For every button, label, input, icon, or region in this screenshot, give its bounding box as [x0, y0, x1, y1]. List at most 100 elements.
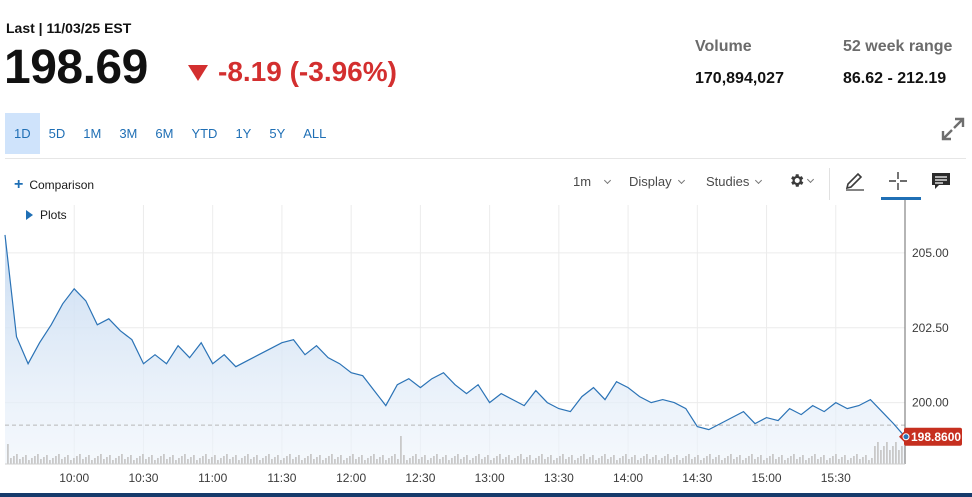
- volume-bar: [181, 456, 183, 464]
- volume-value: 170,894,027: [695, 70, 784, 87]
- volume-bar: [400, 436, 402, 464]
- pencil-icon[interactable]: [843, 170, 867, 192]
- volume-bar: [883, 446, 885, 464]
- volume-bar: [382, 455, 384, 464]
- volume-bar: [199, 458, 201, 464]
- price-chart[interactable]: 10:00 10:30 11:00 11:30 12:00 12:30 13:00 13:30…: [0, 200, 972, 493]
- volume-bar: [466, 455, 468, 464]
- volume-bar: [826, 460, 828, 464]
- comment-icon[interactable]: [929, 170, 953, 192]
- volume-bar: [586, 459, 588, 464]
- range-3m[interactable]: 3M: [119, 126, 138, 141]
- volume-bar: [469, 460, 471, 464]
- volume-bar: [502, 459, 504, 464]
- volume-bar: [244, 456, 246, 464]
- volume-bar: [238, 460, 240, 464]
- volume-bar: [133, 460, 135, 464]
- volume-bar: [433, 456, 435, 464]
- volume-bar: [139, 456, 141, 464]
- volume-bar: [259, 460, 261, 464]
- volume-bar: [55, 456, 57, 464]
- x-tick-label: 15:30: [821, 471, 851, 485]
- volume-bar: [811, 456, 813, 464]
- volume-bar: [145, 459, 147, 464]
- volume-bar: [793, 454, 795, 464]
- volume-bar: [436, 454, 438, 464]
- volume-bar: [760, 455, 762, 464]
- volume-bar: [307, 456, 309, 464]
- volume-bar: [391, 456, 393, 464]
- volume-bar: [373, 454, 375, 464]
- gear-icon: [791, 174, 804, 187]
- volume-bar: [283, 458, 285, 464]
- volume-bar: [157, 458, 159, 464]
- last-value-badge-pointer: [899, 430, 905, 443]
- toolbar-separator: [829, 168, 830, 200]
- plots-toggle[interactable]: Plots: [26, 208, 67, 222]
- volume-bar: [286, 456, 288, 464]
- range-6m[interactable]: 6M: [155, 126, 174, 141]
- crosshair-active-indicator: [881, 197, 921, 200]
- volume-bar: [850, 458, 852, 464]
- x-tick-label: 14:30: [682, 471, 712, 485]
- range-1y[interactable]: 1Y: [235, 126, 252, 141]
- week52-range-stat: 52 week range 86.62 - 212.19: [843, 38, 952, 88]
- expand-icon[interactable]: [940, 116, 966, 142]
- crosshair-icon[interactable]: [886, 170, 910, 192]
- volume-bar: [709, 454, 711, 464]
- range-ytd[interactable]: YTD: [191, 126, 218, 141]
- range-1d[interactable]: 1D: [5, 113, 40, 154]
- volume-bar: [685, 456, 687, 464]
- volume-bar: [37, 454, 39, 464]
- plots-label: Plots: [40, 208, 67, 222]
- last-trade-label: Last | 11/03/25 EST: [6, 20, 132, 36]
- range-1m[interactable]: 1M: [83, 126, 102, 141]
- volume-bar: [862, 457, 864, 464]
- interval-dropdown[interactable]: 1m: [573, 174, 612, 189]
- volume-bar: [352, 454, 354, 464]
- volume-bar: [79, 454, 81, 464]
- price-area: [5, 234, 905, 464]
- volume-bar: [799, 457, 801, 464]
- volume-bar: [880, 450, 882, 464]
- volume-bar: [541, 454, 543, 464]
- volume-bar: [613, 455, 615, 464]
- volume-bar: [127, 457, 129, 464]
- volume-bar: [349, 456, 351, 464]
- volume-bar: [763, 460, 765, 464]
- volume-bar: [340, 455, 342, 464]
- range-5d[interactable]: 5D: [48, 126, 66, 141]
- volume-bar: [601, 456, 603, 464]
- x-tick-label: 11:30: [267, 471, 296, 485]
- volume-bar: [229, 459, 231, 464]
- volume-bar: [478, 454, 480, 464]
- volume-bar: [121, 454, 123, 464]
- x-tick-label: 13:00: [475, 471, 505, 485]
- volume-bar: [778, 457, 780, 464]
- volume-bar: [802, 455, 804, 464]
- volume-bar: [646, 454, 648, 464]
- range-all[interactable]: ALL: [303, 126, 327, 141]
- volume-bar: [823, 455, 825, 464]
- volume-bar: [88, 455, 90, 464]
- studies-dropdown[interactable]: Studies: [706, 174, 763, 189]
- volume-bar: [310, 454, 312, 464]
- volume-bar: [898, 450, 900, 464]
- volume-bar: [790, 456, 792, 464]
- volume-bar: [151, 455, 153, 464]
- range-5y[interactable]: 5Y: [269, 126, 286, 141]
- volume-bar: [535, 458, 537, 464]
- volume-bar: [625, 454, 627, 464]
- settings-dropdown[interactable]: [788, 172, 815, 189]
- volume-bar: [886, 442, 888, 464]
- volume-bar: [316, 457, 318, 464]
- volume-bar: [526, 457, 528, 464]
- volume-bar: [739, 455, 741, 464]
- volume-bar: [859, 459, 861, 464]
- volume-bar: [70, 460, 72, 464]
- comparison-button[interactable]: + Comparison: [14, 177, 94, 193]
- volume-bar: [622, 456, 624, 464]
- volume-bar: [679, 460, 681, 464]
- volume-bar: [58, 454, 60, 464]
- display-dropdown[interactable]: Display: [629, 174, 685, 189]
